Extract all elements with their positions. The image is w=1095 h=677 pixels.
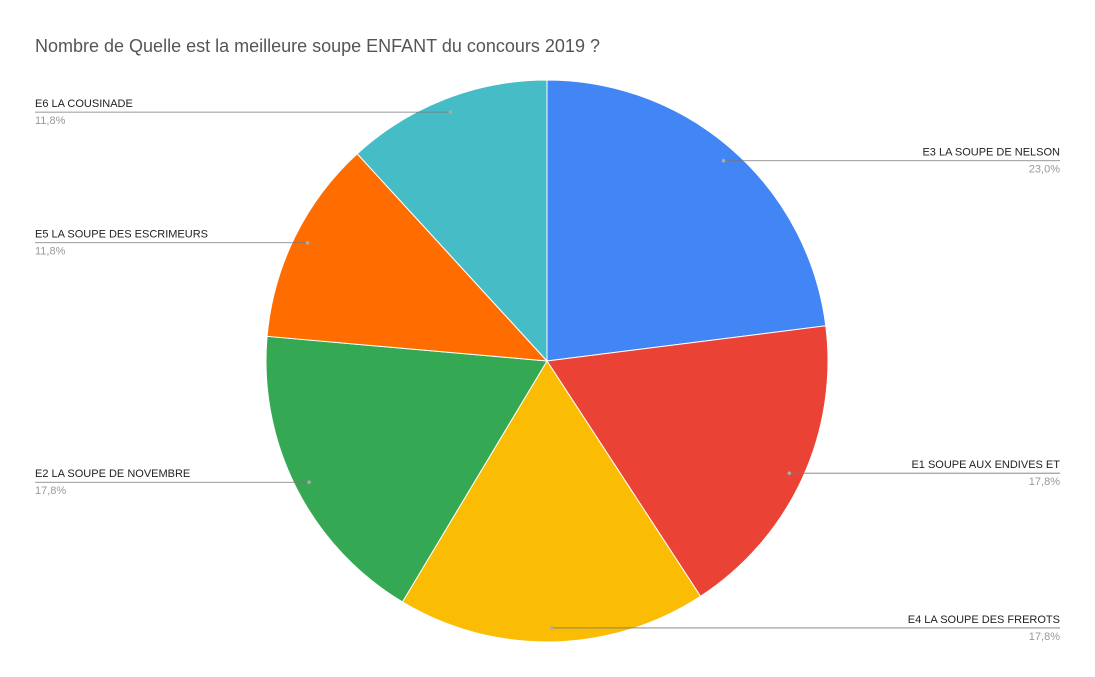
slice-label: E2 LA SOUPE DE NOVEMBRE [35,468,190,480]
pie-slice [401,360,702,643]
leader-dot [305,240,310,245]
leader-dot [787,471,792,475]
leader-dot [307,480,311,485]
chart-title: Nombre de Quelle est la meilleure soupe … [35,36,600,56]
pie-slice [266,153,549,362]
slice-label: E5 LA SOUPE DES ESCRIMEURS [35,229,208,241]
slice-value-label: 17,8% [1029,476,1060,488]
pie-slice [546,325,829,598]
slice-value-label: 23,0% [1029,164,1060,176]
slice-label: E3 LA SOUPE DE NELSON [922,147,1060,159]
slice-value-label: 11,8% [35,115,66,127]
pie-slice [356,79,548,363]
slice-value-label: 17,8% [35,485,66,497]
slice-label: E4 LA SOUPE DES FREROTS [908,614,1060,626]
slice-value-label: 17,8% [1029,631,1060,643]
slice-label: E6 LA COUSINADE [35,98,133,110]
pie-slice [546,79,827,362]
leader-dot [550,626,554,630]
slice-label: E1 SOUPE AUX ENDIVES ET [911,459,1060,471]
pie-slice [265,335,548,603]
leader-dot [448,110,453,114]
leader-dot [721,158,726,163]
slice-value-label: 11,8% [35,246,66,258]
